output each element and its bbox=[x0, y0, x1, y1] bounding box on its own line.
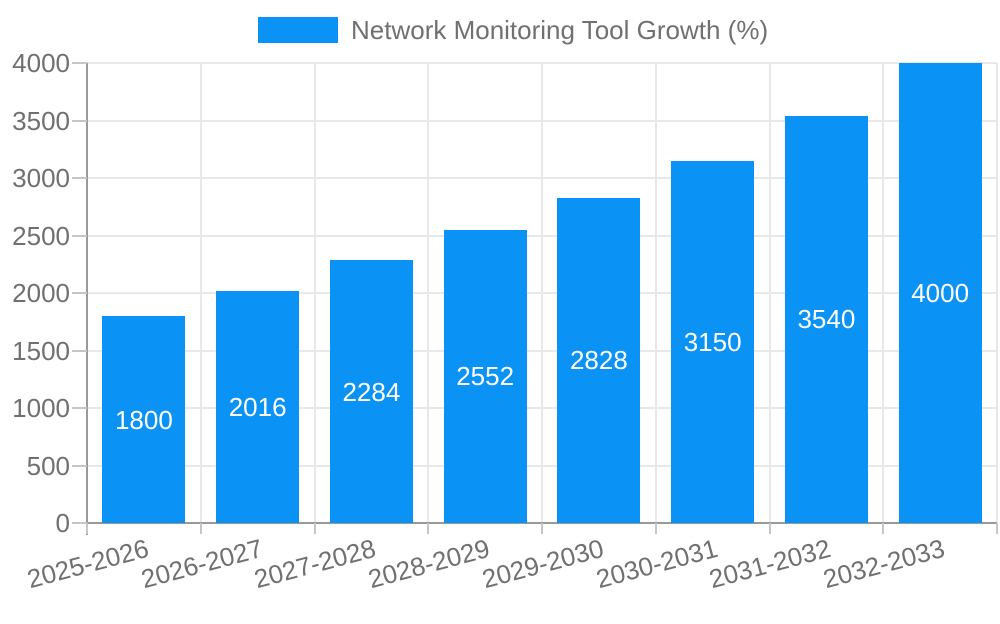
y-tick-label: 2000 bbox=[12, 278, 70, 308]
bar bbox=[443, 229, 527, 523]
y-axis-line bbox=[86, 63, 88, 535]
y-tick-label: 3500 bbox=[12, 105, 70, 136]
bar-value-label: 2016 bbox=[228, 392, 287, 423]
x-tick bbox=[996, 523, 998, 534]
bar-value-label: 2552 bbox=[456, 361, 515, 392]
y-tick-label: 0 bbox=[55, 508, 70, 538]
y-tick-label: 500 bbox=[26, 450, 70, 481]
gridline-x bbox=[768, 63, 771, 523]
y-tick bbox=[72, 234, 87, 237]
bar-value-label: 2828 bbox=[569, 345, 628, 376]
y-tick-label: 2500 bbox=[12, 220, 70, 251]
y-tick bbox=[72, 177, 87, 179]
y-tick bbox=[72, 464, 87, 467]
gridline-x bbox=[882, 63, 885, 523]
x-tick bbox=[427, 523, 430, 534]
y-tick-label: 1500 bbox=[12, 335, 70, 366]
gridline-x bbox=[313, 63, 316, 523]
legend-label: Network Monitoring Tool Growth (%) bbox=[351, 15, 769, 45]
y-tick bbox=[72, 522, 87, 524]
bar-value-label: 3150 bbox=[683, 326, 742, 357]
bar bbox=[102, 316, 186, 523]
y-tick-label: 3000 bbox=[12, 163, 70, 193]
bar-value-label: 3540 bbox=[797, 304, 856, 335]
y-tick-label: 4000 bbox=[12, 48, 70, 78]
y-tick bbox=[72, 62, 87, 64]
bar-chart: Network Monitoring Tool Growth (%) 0 500 1… bbox=[12, 16, 998, 594]
bar bbox=[329, 260, 413, 523]
gridline-x bbox=[541, 63, 543, 523]
y-tick-label: 1000 bbox=[12, 393, 70, 423]
x-tick bbox=[86, 523, 88, 534]
y-tick bbox=[72, 119, 87, 122]
x-tick bbox=[313, 523, 316, 534]
bar bbox=[671, 160, 755, 523]
x-tick bbox=[654, 523, 657, 534]
bar bbox=[784, 115, 868, 523]
x-tick bbox=[882, 523, 885, 534]
legend-swatch bbox=[258, 17, 338, 43]
gridline-x bbox=[199, 63, 202, 523]
bar bbox=[898, 63, 982, 523]
gridline-x bbox=[654, 63, 657, 523]
x-tick bbox=[768, 523, 771, 534]
x-axis-line bbox=[72, 522, 997, 524]
gridline-x bbox=[996, 63, 998, 523]
bar-value-label: 4000 bbox=[911, 278, 970, 308]
y-tick bbox=[72, 349, 87, 352]
plot-area: 0 500 1000 1500 2000 2500 3000 3500 4000 1800 2025… bbox=[12, 48, 998, 594]
chart-legend: Network Monitoring Tool Growth (%) bbox=[258, 16, 768, 44]
x-tick bbox=[541, 523, 543, 534]
y-tick bbox=[72, 292, 87, 294]
bar bbox=[216, 291, 300, 523]
x-tick bbox=[199, 523, 202, 534]
y-tick bbox=[72, 407, 87, 409]
gridline-x bbox=[427, 63, 430, 523]
bar-value-label: 1800 bbox=[114, 404, 173, 435]
bar-value-label: 2284 bbox=[342, 376, 401, 407]
bar bbox=[557, 197, 641, 523]
